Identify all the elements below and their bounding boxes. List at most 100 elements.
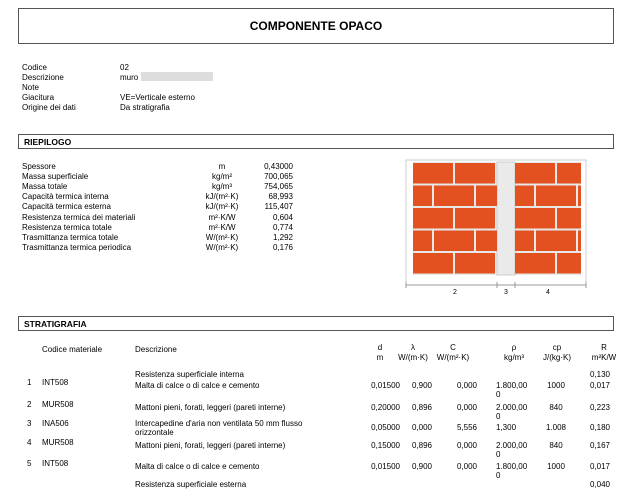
column-symbol: d bbox=[377, 343, 383, 352]
row-number: 4 bbox=[27, 438, 32, 447]
thickness: 0,01500 bbox=[371, 381, 400, 390]
info-value: muro bbox=[120, 73, 139, 82]
density: 2.000,000 bbox=[496, 403, 528, 421]
column-unit: m bbox=[376, 353, 384, 362]
material-code: MUR508 bbox=[42, 438, 74, 447]
summary-unit: kJ/(m²·K) bbox=[205, 192, 239, 202]
brick bbox=[515, 230, 534, 251]
brick bbox=[536, 185, 576, 206]
info-label: Codice bbox=[22, 63, 47, 72]
summary-value: 700,065 bbox=[264, 172, 293, 182]
summary-label: Trasmittanza termica periodica bbox=[22, 242, 132, 252]
conductance: 0,000 bbox=[456, 441, 477, 450]
resistance: 0,130 bbox=[589, 370, 610, 379]
summary-value: 0,604 bbox=[272, 212, 293, 222]
figure-label: 3 bbox=[504, 289, 508, 296]
specific-heat: 1.008 bbox=[545, 423, 567, 432]
column-symbol: λ bbox=[411, 343, 415, 352]
summary-label: Capacità termica interna bbox=[22, 192, 109, 202]
specific-heat: 1000 bbox=[547, 462, 565, 471]
brick bbox=[515, 208, 555, 229]
column-header: Codice materiale bbox=[42, 345, 103, 354]
section-title: STRATIGRAFIA bbox=[24, 319, 87, 329]
brick bbox=[413, 163, 453, 184]
summary-unit: m²·K/W bbox=[208, 222, 236, 232]
brick bbox=[413, 253, 453, 274]
column-unit: W/(m·K) bbox=[398, 353, 428, 362]
density: 1.800,000 bbox=[496, 462, 528, 480]
info-value: Da stratigrafia bbox=[120, 103, 170, 112]
column-unit: kg/m³ bbox=[504, 353, 524, 362]
thickness: 0,15000 bbox=[371, 441, 400, 450]
density: 1.800,000 bbox=[496, 381, 528, 399]
info-label: Giacitura bbox=[22, 93, 55, 102]
air-gap bbox=[496, 161, 516, 276]
column-symbol: cp bbox=[552, 343, 562, 352]
summary-unit: kg/m³ bbox=[212, 182, 232, 192]
conductivity: 0,896 bbox=[411, 403, 432, 412]
material-code: INT508 bbox=[42, 459, 69, 468]
summary-label: Resistenza termica dei materiali bbox=[22, 212, 136, 222]
brick bbox=[476, 185, 497, 206]
conductance: 5,556 bbox=[456, 423, 477, 432]
brick bbox=[578, 230, 581, 251]
info-value: 02 bbox=[120, 63, 129, 72]
brick bbox=[557, 163, 581, 184]
summary-unit: W/(m²·K) bbox=[205, 242, 239, 252]
brick bbox=[455, 163, 495, 184]
summary-unit: m²·K/W bbox=[208, 212, 236, 222]
material-description: Intercapedine d'aria non ventilata 50 mm… bbox=[135, 419, 303, 437]
summary-value: 1,292 bbox=[272, 232, 293, 242]
figure-label: 4 bbox=[546, 289, 550, 296]
resistance: 0,180 bbox=[589, 423, 610, 432]
brick bbox=[557, 253, 581, 274]
density: 1,300 bbox=[496, 423, 517, 432]
brick bbox=[413, 230, 432, 251]
material-description: Mattoni pieni, forati, leggeri (pareti i… bbox=[135, 403, 286, 412]
summary-value: 0,43000 bbox=[264, 162, 293, 171]
summary-label: Resistenza termica totale bbox=[22, 222, 112, 232]
material-description: Malta di calce o di calce e cemento bbox=[135, 381, 260, 390]
figure-label: 2 bbox=[453, 289, 457, 296]
summary-unit: W/(m²·K) bbox=[205, 232, 239, 242]
brick bbox=[476, 230, 497, 251]
column-unit: m²K/W bbox=[591, 353, 617, 362]
summary-unit: kg/m² bbox=[212, 172, 232, 182]
column-symbol: C bbox=[450, 343, 456, 352]
brick bbox=[455, 208, 495, 229]
conductance: 0,000 bbox=[456, 381, 477, 390]
material-description: Resistenza superficiale interna bbox=[135, 370, 244, 379]
section-title: RIEPILOGO bbox=[24, 137, 72, 147]
summary-label: Trasmittanza termica totale bbox=[22, 232, 119, 242]
info-label: Descrizione bbox=[22, 73, 64, 82]
redacted-field bbox=[141, 72, 213, 81]
specific-heat: 1000 bbox=[547, 381, 565, 390]
brick bbox=[515, 253, 555, 274]
title-box bbox=[18, 8, 614, 44]
thickness: 0,05000 bbox=[371, 423, 400, 432]
resistance: 0,223 bbox=[589, 403, 610, 412]
specific-heat: 840 bbox=[549, 441, 563, 450]
brick bbox=[434, 230, 474, 251]
summary-label: Capacità termica esterna bbox=[22, 202, 111, 212]
conductance: 0,000 bbox=[456, 403, 477, 412]
column-unit: J/(kg·K) bbox=[543, 353, 571, 362]
wall-figure: 2 3 4 bbox=[405, 159, 587, 296]
brick bbox=[536, 230, 576, 251]
info-label: Origine dei dati bbox=[22, 103, 76, 112]
material-description: Resistenza superficiale esterna bbox=[135, 480, 247, 489]
summary-value: 754,065 bbox=[264, 182, 293, 192]
conductance: 0,000 bbox=[456, 462, 477, 471]
resistance: 0,017 bbox=[589, 381, 610, 390]
resistance: 0,017 bbox=[589, 462, 610, 471]
conductivity: 0,900 bbox=[411, 381, 432, 390]
material-code: INT508 bbox=[42, 378, 69, 387]
column-header: Descrizione bbox=[135, 345, 177, 354]
page-title: COMPONENTE OPACO bbox=[249, 19, 383, 33]
material-code: MUR508 bbox=[42, 400, 74, 409]
resistance: 0,040 bbox=[589, 480, 610, 489]
summary-value: 68,993 bbox=[268, 192, 293, 202]
material-description: Mattoni pieni, forati, leggeri (pareti i… bbox=[135, 441, 286, 450]
brick bbox=[515, 185, 534, 206]
material-code: INA506 bbox=[42, 419, 69, 428]
